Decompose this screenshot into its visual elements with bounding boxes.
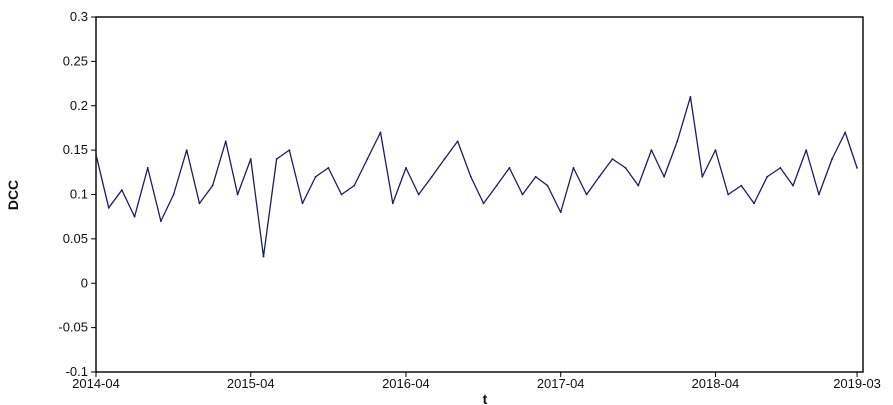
series-point bbox=[598, 175, 601, 178]
series-point bbox=[262, 255, 265, 258]
x-tick-label: 2018-04 bbox=[692, 376, 740, 391]
y-tick-label: 0.1 bbox=[70, 187, 88, 202]
series-point bbox=[650, 149, 653, 152]
series-point bbox=[120, 189, 123, 191]
series-point bbox=[663, 175, 666, 178]
series-point bbox=[456, 140, 459, 143]
series-point bbox=[831, 158, 833, 160]
series-point bbox=[559, 211, 562, 214]
x-tick-label: 2016-04 bbox=[382, 376, 430, 391]
x-tick-label: 2017-04 bbox=[537, 376, 585, 391]
y-tick-label: 0.3 bbox=[70, 9, 88, 24]
series-point bbox=[327, 166, 330, 169]
series-point bbox=[637, 184, 640, 187]
series-point bbox=[701, 175, 704, 178]
x-axis-title: t bbox=[483, 391, 488, 405]
series-point bbox=[740, 184, 743, 187]
series-point bbox=[495, 184, 498, 187]
series-point bbox=[856, 166, 858, 169]
series-point bbox=[391, 202, 394, 205]
series-point bbox=[159, 220, 162, 223]
series-point bbox=[275, 158, 278, 160]
series-point bbox=[727, 193, 730, 196]
series-point bbox=[546, 184, 549, 187]
series-point bbox=[379, 131, 382, 134]
series-line bbox=[95, 96, 858, 258]
series-point bbox=[249, 158, 252, 160]
series-point bbox=[572, 166, 575, 169]
series-layer bbox=[95, 95, 858, 258]
x-axis: 2014-04 2015-04 2016-04 2017-04 2018-04 2019-… bbox=[72, 372, 881, 391]
series-point bbox=[585, 193, 588, 196]
y-tick-label: -0.05 bbox=[58, 320, 88, 335]
series-point bbox=[211, 184, 214, 187]
x-tick-label: 2014-04 bbox=[72, 376, 120, 391]
y-tick-label: -0.1 bbox=[66, 364, 88, 379]
series-point bbox=[340, 193, 343, 196]
series-point bbox=[236, 193, 239, 196]
series-point bbox=[198, 202, 201, 205]
y-tick-label: 0.2 bbox=[70, 98, 88, 113]
y-tick-label: 0.05 bbox=[63, 231, 88, 246]
series-point bbox=[779, 166, 782, 169]
series-point bbox=[314, 175, 317, 178]
y-tick-label: 0.25 bbox=[63, 53, 88, 68]
series-point bbox=[792, 184, 794, 187]
series-point bbox=[417, 193, 420, 196]
series-point bbox=[689, 95, 692, 98]
series-point bbox=[714, 149, 717, 152]
series-point bbox=[611, 158, 614, 160]
series-point bbox=[818, 193, 820, 196]
series-point bbox=[172, 193, 175, 196]
y-tick-label: 0.15 bbox=[63, 142, 88, 157]
series-point bbox=[366, 158, 369, 160]
series-point bbox=[844, 131, 847, 134]
series-point bbox=[469, 175, 472, 178]
series-point bbox=[133, 215, 136, 218]
series-point bbox=[185, 149, 188, 152]
series-point bbox=[301, 202, 304, 205]
series-point bbox=[107, 206, 110, 209]
y-tick-label: 0 bbox=[81, 275, 88, 290]
series-point bbox=[534, 175, 537, 178]
y-axis-title: DCC bbox=[5, 180, 21, 210]
series-point bbox=[676, 140, 679, 143]
series-point bbox=[146, 166, 149, 169]
series-point bbox=[353, 184, 356, 187]
series-point bbox=[288, 149, 291, 152]
series-point bbox=[624, 166, 627, 169]
series-point bbox=[766, 175, 769, 178]
y-axis: -0.1 -0.05 0 0.05 0.1 0.15 0.2 0.25 0.3 bbox=[58, 9, 96, 379]
series-point bbox=[224, 140, 227, 143]
series-point bbox=[95, 153, 97, 156]
series-point bbox=[405, 166, 407, 169]
series-point bbox=[753, 202, 755, 205]
series-point bbox=[508, 166, 511, 169]
series-point bbox=[482, 202, 485, 205]
x-tick-label: 2015-04 bbox=[227, 376, 275, 391]
series-point bbox=[430, 175, 433, 178]
series-point bbox=[805, 149, 808, 152]
series-point bbox=[521, 193, 524, 196]
x-tick-label: 2019-03 bbox=[833, 376, 881, 391]
series-point bbox=[443, 158, 446, 160]
